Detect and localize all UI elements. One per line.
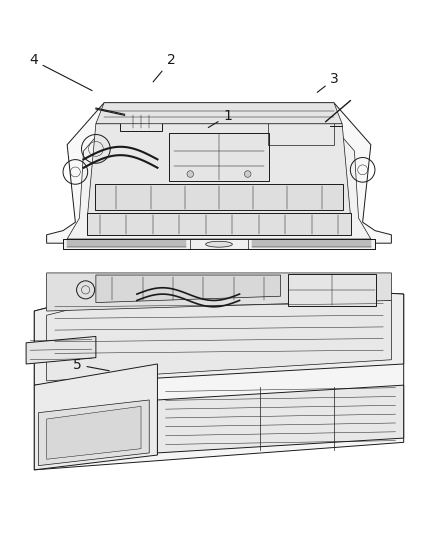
FancyBboxPatch shape: [87, 213, 351, 235]
FancyBboxPatch shape: [288, 274, 376, 305]
Polygon shape: [34, 364, 157, 470]
Polygon shape: [39, 400, 149, 466]
Polygon shape: [96, 103, 342, 124]
Polygon shape: [26, 336, 96, 364]
Circle shape: [244, 171, 251, 177]
Polygon shape: [34, 279, 404, 385]
Polygon shape: [67, 113, 371, 239]
Ellipse shape: [206, 241, 232, 247]
Text: 2: 2: [153, 53, 175, 82]
Polygon shape: [46, 273, 392, 311]
Polygon shape: [46, 286, 392, 381]
Polygon shape: [34, 279, 404, 470]
Text: 1: 1: [208, 109, 232, 127]
Polygon shape: [96, 275, 281, 303]
Polygon shape: [46, 406, 141, 459]
Text: 5: 5: [73, 358, 110, 372]
Polygon shape: [46, 103, 392, 243]
Text: 3: 3: [317, 72, 339, 92]
Polygon shape: [88, 124, 350, 214]
FancyBboxPatch shape: [120, 112, 162, 131]
Polygon shape: [63, 239, 375, 249]
FancyBboxPatch shape: [169, 133, 269, 181]
Polygon shape: [157, 385, 404, 453]
Text: 4: 4: [29, 53, 92, 91]
FancyBboxPatch shape: [95, 184, 343, 210]
Circle shape: [187, 171, 194, 177]
